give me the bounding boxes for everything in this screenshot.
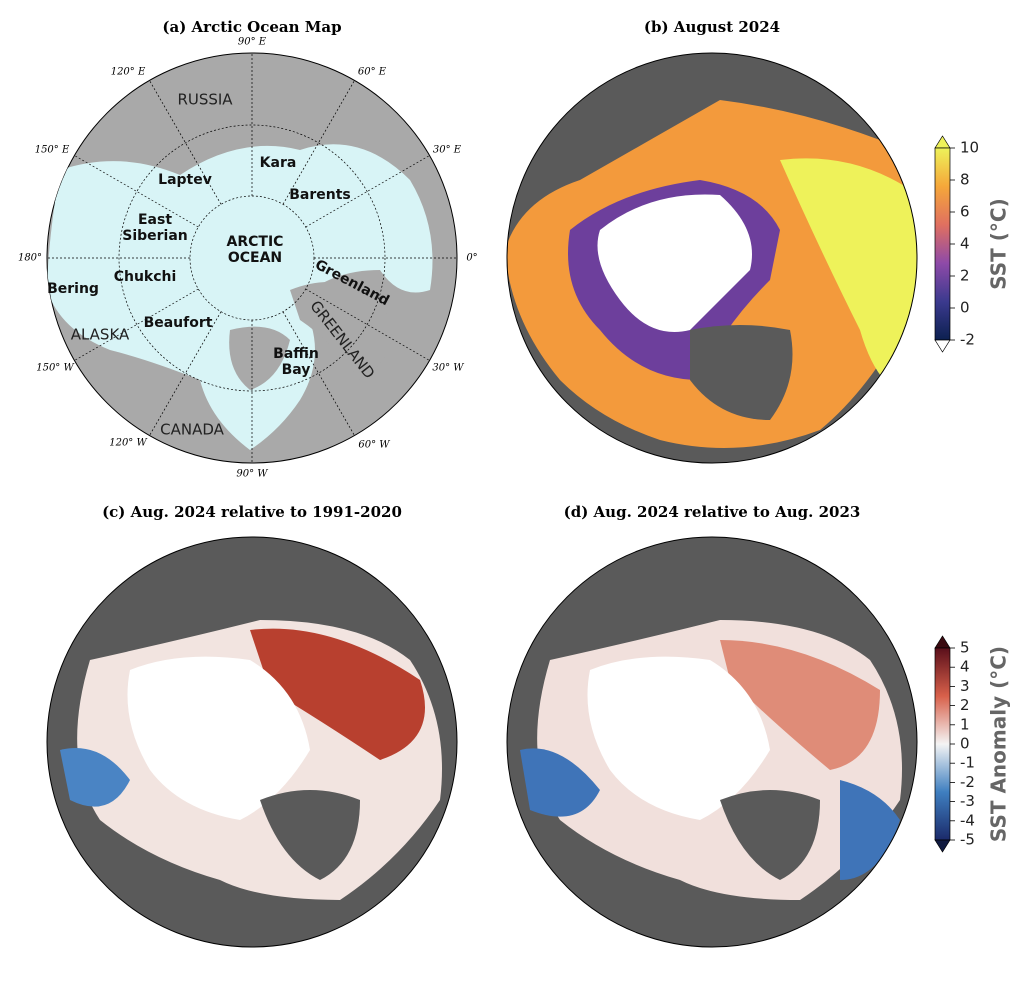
colorbar-tick-label: 5 <box>960 639 970 657</box>
region-label: RUSSIA <box>177 91 233 109</box>
map-a <box>46 52 458 464</box>
map-c <box>47 537 457 947</box>
colorbar-tick-label: 4 <box>960 235 970 253</box>
longitude-label: 60° W <box>358 440 390 451</box>
longitude-label: 120° E <box>111 67 146 78</box>
sea-label: Kara <box>260 155 297 171</box>
sea-label: Baffin <box>273 346 319 362</box>
longitude-label: 150° W <box>36 363 74 374</box>
colorbar-tick-label: -4 <box>960 811 975 829</box>
longitude-label: 0° <box>466 253 477 264</box>
sea-label: Laptev <box>158 172 212 188</box>
colorbar-label: SST Anomaly (°C) <box>987 646 1011 842</box>
map-disc <box>506 536 918 948</box>
panel-title: (d) Aug. 2024 relative to Aug. 2023 <box>564 503 861 521</box>
sea-label: Chukchi <box>114 269 177 285</box>
longitude-label: 30° E <box>433 145 462 156</box>
colorbar-tick-label: 2 <box>960 696 970 714</box>
colorbar-tick-label: 0 <box>960 735 970 753</box>
land <box>290 282 392 380</box>
colorbar-tick-label: -3 <box>960 792 975 810</box>
colorbar-anomaly <box>934 635 951 853</box>
colorbar-tick-label: -2 <box>960 773 975 791</box>
region-label: ALASKA <box>71 326 130 344</box>
colorbar-tick-label: 0 <box>960 299 970 317</box>
sea-label: Bering <box>47 281 99 297</box>
sea-label: Barents <box>289 187 351 203</box>
longitude-label: 120° W <box>109 438 147 449</box>
longitude-label: 90° W <box>236 469 268 480</box>
sea-label: East <box>138 212 172 228</box>
colorbar-tick-label: 2 <box>960 267 970 285</box>
panel-title: (c) Aug. 2024 relative to 1991-2020 <box>102 503 402 521</box>
colorbar-tick-label: 6 <box>960 203 970 221</box>
colorbar-label: SST (°C) <box>987 198 1011 289</box>
colorbar-tick-label: -1 <box>960 754 975 772</box>
ocean <box>47 144 433 451</box>
sea-label: Siberian <box>122 228 188 244</box>
map-disc <box>46 536 458 948</box>
colorbar-tick-label: 1 <box>960 715 970 733</box>
colorbar-tick-label: 3 <box>960 677 970 695</box>
colorbar-tick-label: 4 <box>960 658 970 676</box>
panel-title: (b) August 2024 <box>644 18 780 36</box>
sea-label: OCEAN <box>228 250 282 266</box>
longitude-label: 90° E <box>238 37 267 48</box>
sea-label: Beaufort <box>144 315 213 331</box>
map-d <box>507 537 917 947</box>
map-disc <box>506 52 918 464</box>
colorbar-tick-label: -5 <box>960 831 975 849</box>
sea-label: ARCTIC <box>227 234 284 250</box>
colorbar-tick-label: 8 <box>960 171 970 189</box>
longitude-label: 30° W <box>432 363 464 374</box>
colorbar-tick-label: 10 <box>960 139 979 157</box>
longitude-label: 60° E <box>358 67 387 78</box>
region-label: CANADA <box>160 421 225 439</box>
longitude-label: 150° E <box>35 145 70 156</box>
colorbar-tick-label: -2 <box>960 331 975 349</box>
panel-title: (a) Arctic Ocean Map <box>162 18 341 36</box>
colorbar-sst <box>934 135 951 353</box>
longitude-label: 180° <box>18 253 42 264</box>
land <box>229 326 290 390</box>
sea-label: Bay <box>282 362 311 378</box>
map-b <box>507 53 917 463</box>
